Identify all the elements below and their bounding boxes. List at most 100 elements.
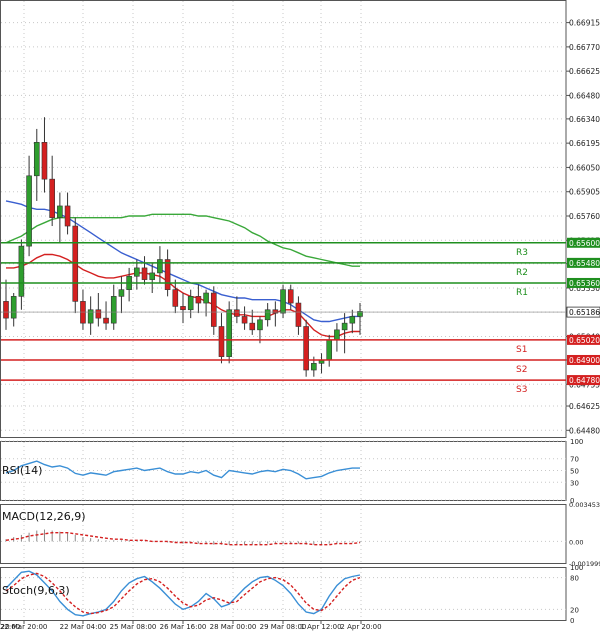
x-tick-label: 29 Mar 08:00	[260, 623, 307, 631]
level-price-tag	[567, 334, 600, 345]
candle-body	[18, 245, 25, 297]
rsi-tick-label: 0	[570, 497, 574, 505]
candle-body	[287, 289, 294, 304]
y-tick-label: 0.66480	[569, 91, 600, 100]
candle-body	[110, 296, 117, 324]
macd-signal-line	[5, 532, 361, 546]
candle-body	[187, 296, 194, 311]
candle-body	[234, 309, 240, 317]
y-tick-label: 0.64480	[569, 426, 600, 435]
stoch-tick-label: 20	[570, 606, 579, 614]
y-tick-label: 0.65330	[569, 284, 600, 293]
level-price-tag	[567, 354, 600, 365]
candle-body	[57, 205, 63, 218]
stoch-tick-label: 80	[570, 575, 579, 583]
level-price-tag	[567, 257, 600, 268]
macd-tick-label: 0.00	[569, 538, 583, 546]
y-tick-label: 0.66050	[569, 163, 600, 172]
candle-body	[87, 309, 94, 324]
y-tick-label: 0.65760	[569, 212, 600, 221]
candle-body	[326, 339, 333, 361]
level-price-label: 0.64780	[569, 376, 600, 385]
candle-body	[226, 309, 232, 357]
level-price-label: 0.64900	[569, 356, 600, 365]
candle-body	[33, 142, 40, 177]
level-price-label: 0.65600	[569, 239, 600, 248]
x-tick-label: 2 Apr 20:00	[340, 623, 381, 631]
candle-body	[241, 316, 248, 324]
candle-body	[95, 309, 102, 319]
candle-body	[249, 322, 256, 331]
current-price-tag	[566, 306, 600, 318]
candle-body	[195, 296, 202, 304]
panel-frame-price	[0, 0, 567, 438]
y-tick-label: 0.66770	[569, 43, 600, 52]
candle-body	[264, 309, 271, 321]
stoch-title: Stoch(9,6,3)	[2, 584, 70, 597]
candle-body	[218, 326, 225, 357]
candle-body	[134, 267, 140, 277]
level-price-tag	[567, 277, 600, 288]
stoch-tick-label: 100	[570, 564, 583, 572]
candle-body	[157, 259, 163, 274]
stoch-d-line	[5, 572, 361, 615]
y-tick-label: 0.66625	[569, 67, 600, 76]
y-tick-label: 0.64625	[569, 402, 600, 411]
candle-body	[72, 225, 79, 302]
candle-body	[3, 301, 9, 319]
candle-body	[203, 292, 209, 304]
candle-body	[341, 322, 348, 331]
y-tick-label: 0.66195	[569, 139, 600, 148]
panel-frame-macd	[0, 504, 567, 564]
candle-body	[180, 306, 186, 311]
level-name-s2: S2	[516, 365, 527, 375]
candle-body	[272, 309, 279, 314]
level-price-label: 0.65020	[569, 336, 600, 345]
macd-title: MACD(12,26,9)	[2, 510, 86, 523]
candle-body	[64, 205, 71, 227]
current-price-label: 0.65186	[569, 308, 600, 317]
level-price-tag	[567, 375, 600, 386]
level-name-r1: R1	[516, 288, 528, 298]
candle-body	[357, 311, 363, 317]
rsi-line	[5, 460, 360, 480]
x-tick-label: 22:00	[0, 623, 20, 631]
level-price-label: 0.65480	[569, 259, 600, 268]
candle-body	[41, 142, 48, 180]
candle-body	[210, 292, 217, 327]
x-tick-label: 20 Mar 20:00	[1, 623, 48, 631]
candle-body	[295, 302, 302, 327]
candle-body	[164, 259, 171, 290]
candle-body	[172, 289, 179, 307]
level-name-s3: S3	[516, 385, 527, 395]
x-tick-label: 1 Apr 12:00	[300, 623, 341, 631]
candle-body	[26, 175, 32, 247]
level-price-label: 0.65360	[569, 279, 600, 288]
candle-body	[280, 289, 286, 314]
rsi-tick-label: 100	[570, 438, 583, 446]
macd-tick-label: 0.003453	[569, 501, 600, 509]
candle-body	[311, 363, 317, 371]
level-name-s1: S1	[516, 345, 527, 355]
candle-body	[141, 267, 148, 280]
candle-body	[149, 272, 156, 280]
x-tick-label: 22 Mar 04:00	[60, 623, 107, 631]
macd-tick-label: -0.001999	[569, 560, 600, 568]
ma-slow-line	[5, 213, 360, 267]
candle-body	[334, 329, 340, 341]
candle-body	[10, 296, 17, 319]
y-tick-label: 0.65905	[569, 188, 600, 197]
x-tick-label: 25 Mar 08:00	[110, 623, 157, 631]
candle-body	[349, 316, 356, 324]
rsi-tick-label: 30	[570, 479, 579, 487]
candle-body	[118, 289, 125, 297]
stoch-tick-label: 0	[570, 617, 574, 625]
candle-body	[303, 326, 309, 371]
x-tick-label: 26 Mar 16:00	[160, 623, 207, 631]
level-name-r3: R3	[516, 248, 528, 258]
y-tick-label: 0.66915	[569, 19, 600, 28]
candle-body	[49, 178, 55, 218]
level-name-r2: R2	[516, 268, 528, 278]
